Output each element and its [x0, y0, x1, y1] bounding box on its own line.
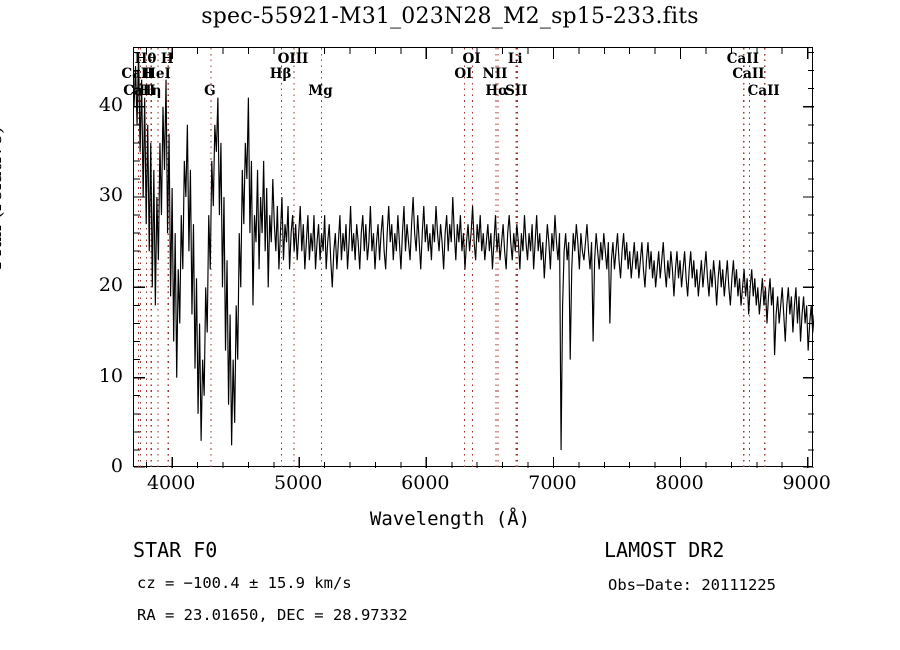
spectral-line-label: Hα — [485, 83, 509, 99]
spectral-line-label: Mg — [308, 83, 333, 99]
spectral-line-label: H — [160, 51, 174, 67]
spectral-line-label: CaII — [732, 66, 765, 82]
spectral-line-label: G — [204, 83, 216, 99]
survey-label: LAMOST DR2 — [604, 538, 725, 562]
spectral-line-label: Hθ — [134, 51, 157, 67]
spectral-line-label: Hη — [138, 83, 162, 99]
axis-ticks — [134, 48, 814, 468]
spectral-line-label: CaII — [121, 66, 154, 82]
y-tick-label: 10 — [98, 364, 123, 387]
y-tick-label: 40 — [98, 93, 123, 116]
obs-date-label: Obs−Date: 20111225 — [608, 576, 776, 594]
x-tick-label: 6000 — [401, 472, 450, 494]
spectral-line-label: CaII — [747, 83, 780, 99]
x-tick-label: 5000 — [274, 472, 323, 494]
page-title: spec-55921-M31_023N28_M2_sp15-233.fits — [201, 4, 699, 29]
object-type-label: STAR F0 — [133, 538, 218, 562]
x-tick-label: 4000 — [146, 472, 196, 494]
spectral-line-label: OI — [454, 66, 473, 82]
spectral-line-label: OIII — [277, 51, 309, 67]
x-tick-label: 7000 — [528, 472, 577, 494]
spectral-line-label: SII — [505, 83, 528, 99]
x-axis-title: Wavelength (Å) — [369, 508, 531, 530]
spectral-line-label: NII — [482, 66, 508, 82]
x-tick-label: 9000 — [782, 472, 831, 494]
coordinates-label: RA = 23.01650, DEC = 28.97332 — [137, 606, 408, 624]
x-tick-label: 8000 — [655, 472, 704, 494]
spectral-line-label: CaII — [123, 83, 156, 99]
y-tick-label: 30 — [98, 184, 123, 207]
spectral-line-label: OI — [462, 51, 481, 67]
spectral-line-label: HeI — [143, 66, 171, 82]
spectral-line-label: Li — [507, 51, 523, 67]
spectral-line-label: CaII — [726, 51, 759, 67]
redshift-velocity-label: cz = −100.4 ± 15.9 km/s — [137, 574, 352, 592]
y-tick-label: 20 — [98, 274, 123, 297]
plot-frame — [133, 47, 814, 468]
y-axis-title: Flux (relative) — [0, 126, 6, 270]
spectrum-canvas — [134, 48, 814, 468]
spectral-line-label: Hβ — [269, 66, 292, 82]
y-tick-label: 0 — [110, 455, 123, 477]
